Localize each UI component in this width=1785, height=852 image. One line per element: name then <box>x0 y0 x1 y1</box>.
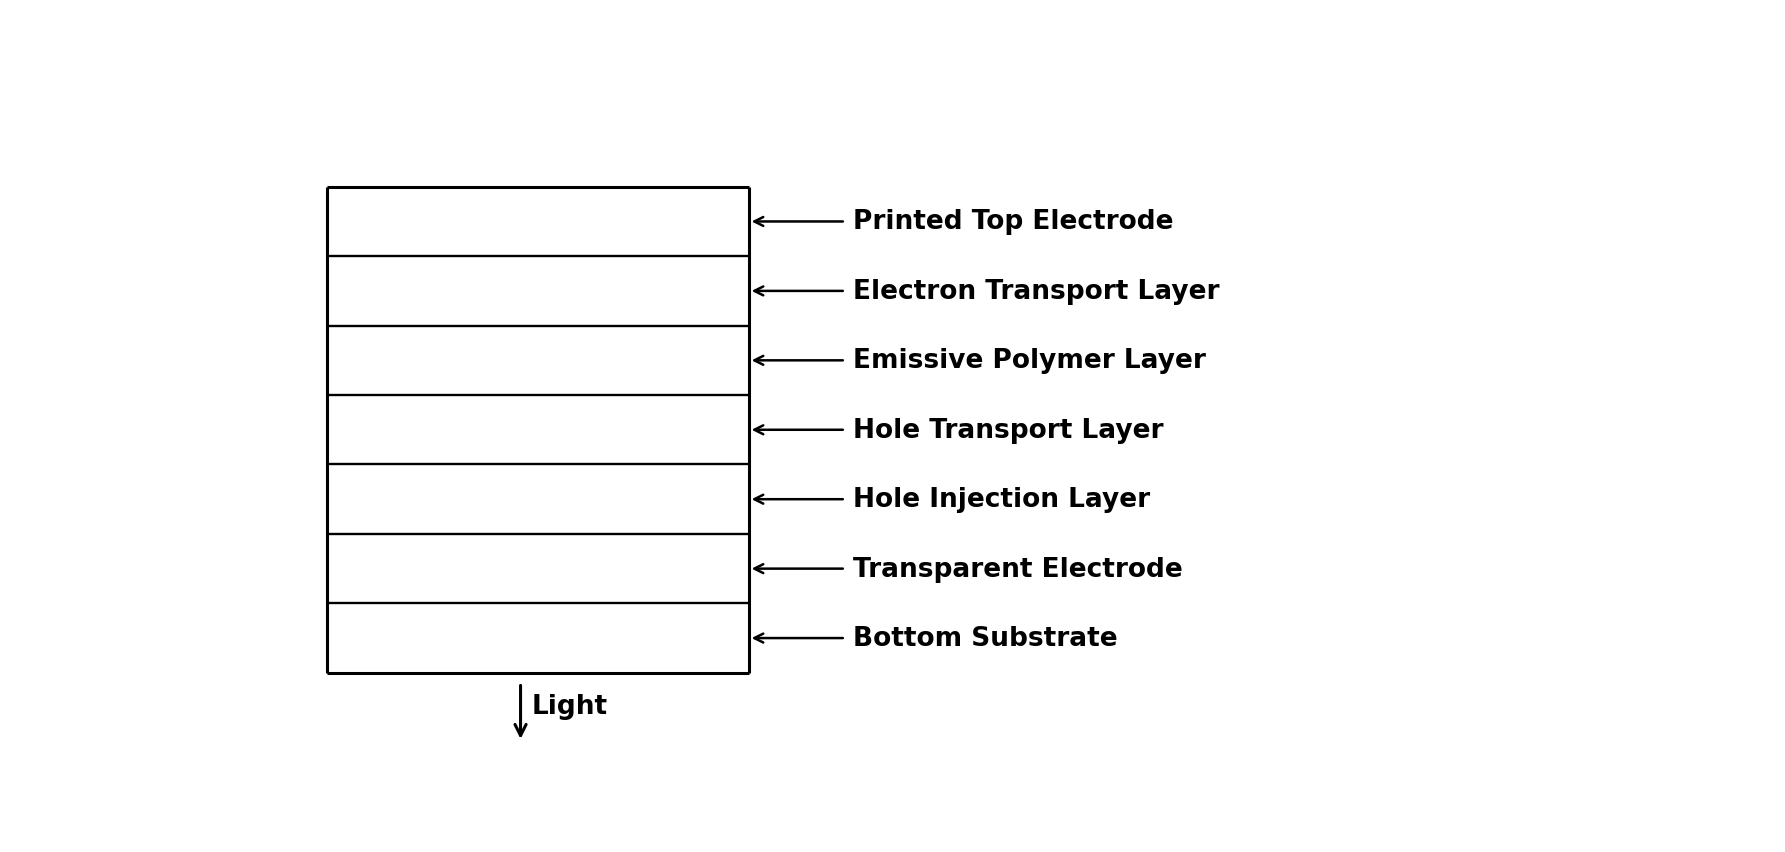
Text: Bottom Substrate: Bottom Substrate <box>853 625 1117 651</box>
Text: Hole Transport Layer: Hole Transport Layer <box>853 417 1164 443</box>
Text: Light: Light <box>532 693 607 719</box>
Text: Transparent Electrode: Transparent Electrode <box>853 556 1182 582</box>
Text: Emissive Polymer Layer: Emissive Polymer Layer <box>853 348 1205 374</box>
Text: Printed Top Electrode: Printed Top Electrode <box>853 210 1173 235</box>
Text: Electron Transport Layer: Electron Transport Layer <box>853 279 1219 304</box>
Text: Hole Injection Layer: Hole Injection Layer <box>853 486 1150 513</box>
